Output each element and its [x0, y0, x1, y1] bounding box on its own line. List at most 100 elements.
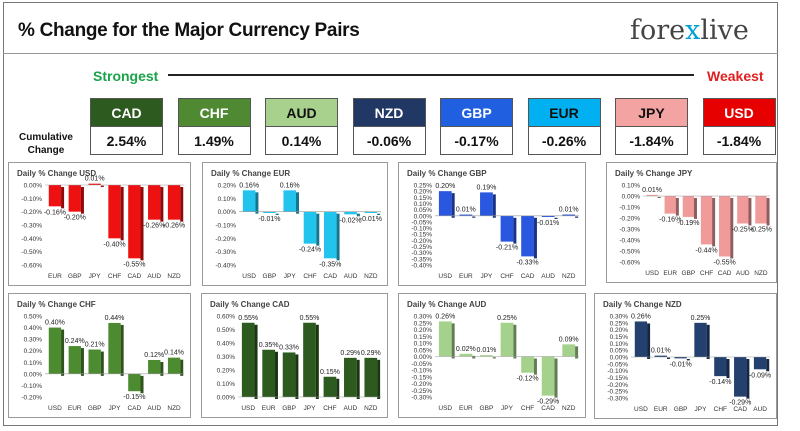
- x-category-label: GBP: [681, 270, 695, 277]
- currency-box-aud: AUD 0.14%: [265, 98, 338, 156]
- bar-jpy: [303, 322, 319, 399]
- bar-gbp: [282, 352, 299, 399]
- x-category-label: CAD: [521, 273, 535, 280]
- bar-side: [575, 216, 579, 218]
- bar-cad: [719, 196, 734, 259]
- y-tick-label: -0.05%: [607, 361, 628, 368]
- x-category-label: GBP: [68, 273, 82, 280]
- y-tick-label: 0.10%: [610, 341, 629, 348]
- bar-face: [88, 183, 101, 185]
- data-label: -0.29%: [729, 400, 751, 407]
- bar-face: [634, 321, 648, 357]
- bar-side: [336, 213, 340, 261]
- bar-face: [128, 185, 141, 259]
- bar-chf: [700, 196, 716, 247]
- chart-panel-aud: Daily % Change AUD 0.30% 0.25% 0.20% 0.15% 0.…: [398, 293, 586, 418]
- x-category-label: JPY: [501, 405, 514, 412]
- y-tick-label: 0.10%: [414, 201, 433, 208]
- bar-usd: [48, 327, 65, 376]
- bar-eur: [262, 349, 278, 399]
- data-label: -0.16%: [44, 209, 66, 216]
- x-category-label: USD: [241, 405, 255, 412]
- cumulative-change-value: 2.54%: [90, 127, 163, 155]
- bar-eur: [459, 353, 476, 359]
- bar-side: [647, 323, 651, 359]
- cumulative-change-value: 1.49%: [177, 127, 251, 155]
- currency-code: JPY: [615, 98, 688, 127]
- x-category-label: GBP: [263, 273, 277, 280]
- bar-side: [666, 357, 670, 359]
- bar-side: [472, 216, 476, 218]
- bar-gbp: [682, 196, 697, 219]
- bar-face: [664, 196, 676, 214]
- bar-side: [451, 193, 455, 218]
- y-tick-label: 0.20%: [217, 368, 236, 375]
- y-tick-label: -0.50%: [21, 249, 42, 256]
- bar-gbp: [68, 185, 84, 214]
- chart-panel-chf: Daily % Change CHF 0.50% 0.40% 0.30% 0.20% 0.…: [8, 293, 191, 418]
- bar-nzd: [562, 214, 579, 218]
- bar-face: [263, 211, 276, 213]
- data-label: -0.09%: [749, 372, 771, 379]
- bar-side: [315, 324, 319, 399]
- y-tick-label: -0.60%: [619, 260, 640, 267]
- y-tick-label: -0.40%: [411, 263, 432, 270]
- bar-face: [303, 211, 317, 244]
- data-label: -0.01%: [537, 220, 559, 227]
- bar-aud: [753, 357, 770, 372]
- y-tick-label: 0.50%: [24, 314, 43, 321]
- bar-face: [283, 190, 297, 212]
- x-category-label: EUR: [459, 405, 473, 412]
- x-category-label: CAD: [127, 405, 141, 412]
- data-label: 0.35%: [259, 342, 279, 349]
- y-tick-label: -0.10%: [411, 226, 432, 233]
- bar-usd: [241, 322, 258, 399]
- x-category-label: CAD: [541, 405, 555, 412]
- y-tick-label: -0.50%: [619, 249, 640, 256]
- bar-face: [282, 352, 296, 397]
- forexlive-logo: forexlive: [630, 15, 749, 46]
- data-label: -0.16%: [659, 217, 681, 224]
- bar-side: [254, 324, 258, 399]
- bar-face: [654, 355, 667, 357]
- y-tick-label: 0.60%: [217, 314, 236, 321]
- currency-box-nzd: NZD -0.06%: [352, 98, 426, 156]
- bar-side: [693, 198, 697, 219]
- cumulative-change-label: Cumulative Change: [19, 132, 73, 156]
- bar-gbp: [674, 357, 690, 361]
- data-label: 0.01%: [651, 348, 671, 355]
- weakest-label: Weakest: [707, 68, 764, 84]
- bar-jpy: [108, 322, 124, 376]
- y-tick-label: 0.30%: [610, 314, 629, 321]
- data-label: 0.01%: [85, 176, 105, 183]
- x-category-label: AUD: [753, 406, 767, 413]
- bar-side: [275, 213, 279, 215]
- bar-side: [575, 346, 579, 359]
- data-label: -0.29%: [537, 399, 559, 406]
- page-frame: [3, 2, 778, 426]
- bar-eur: [459, 214, 476, 218]
- x-category-label: GBP: [480, 405, 494, 412]
- data-label: -0.25%: [750, 227, 772, 234]
- x-category-label: USD: [242, 273, 256, 280]
- bar-jpy: [694, 322, 710, 359]
- bar-aud: [344, 211, 360, 217]
- x-category-label: NZD: [754, 270, 768, 277]
- y-tick-label: 0.40%: [24, 325, 43, 332]
- data-label: -0.01%: [670, 361, 692, 368]
- bar-usd: [242, 190, 259, 214]
- data-label: 0.16%: [280, 182, 300, 189]
- data-label: 0.25%: [497, 315, 517, 322]
- bar-cad: [521, 215, 537, 259]
- bar-eur: [48, 185, 65, 209]
- bar-side: [180, 359, 184, 376]
- bar-side: [356, 359, 360, 399]
- cumulative-change-value: -1.84%: [702, 127, 776, 155]
- bar-face: [521, 356, 534, 373]
- bar-face: [108, 185, 121, 239]
- data-label: 0.44%: [105, 315, 125, 322]
- bar-chf: [303, 211, 320, 246]
- y-tick-label: -0.10%: [21, 196, 42, 203]
- bar-cad: [734, 357, 750, 399]
- y-tick-label: 0.10%: [414, 341, 433, 348]
